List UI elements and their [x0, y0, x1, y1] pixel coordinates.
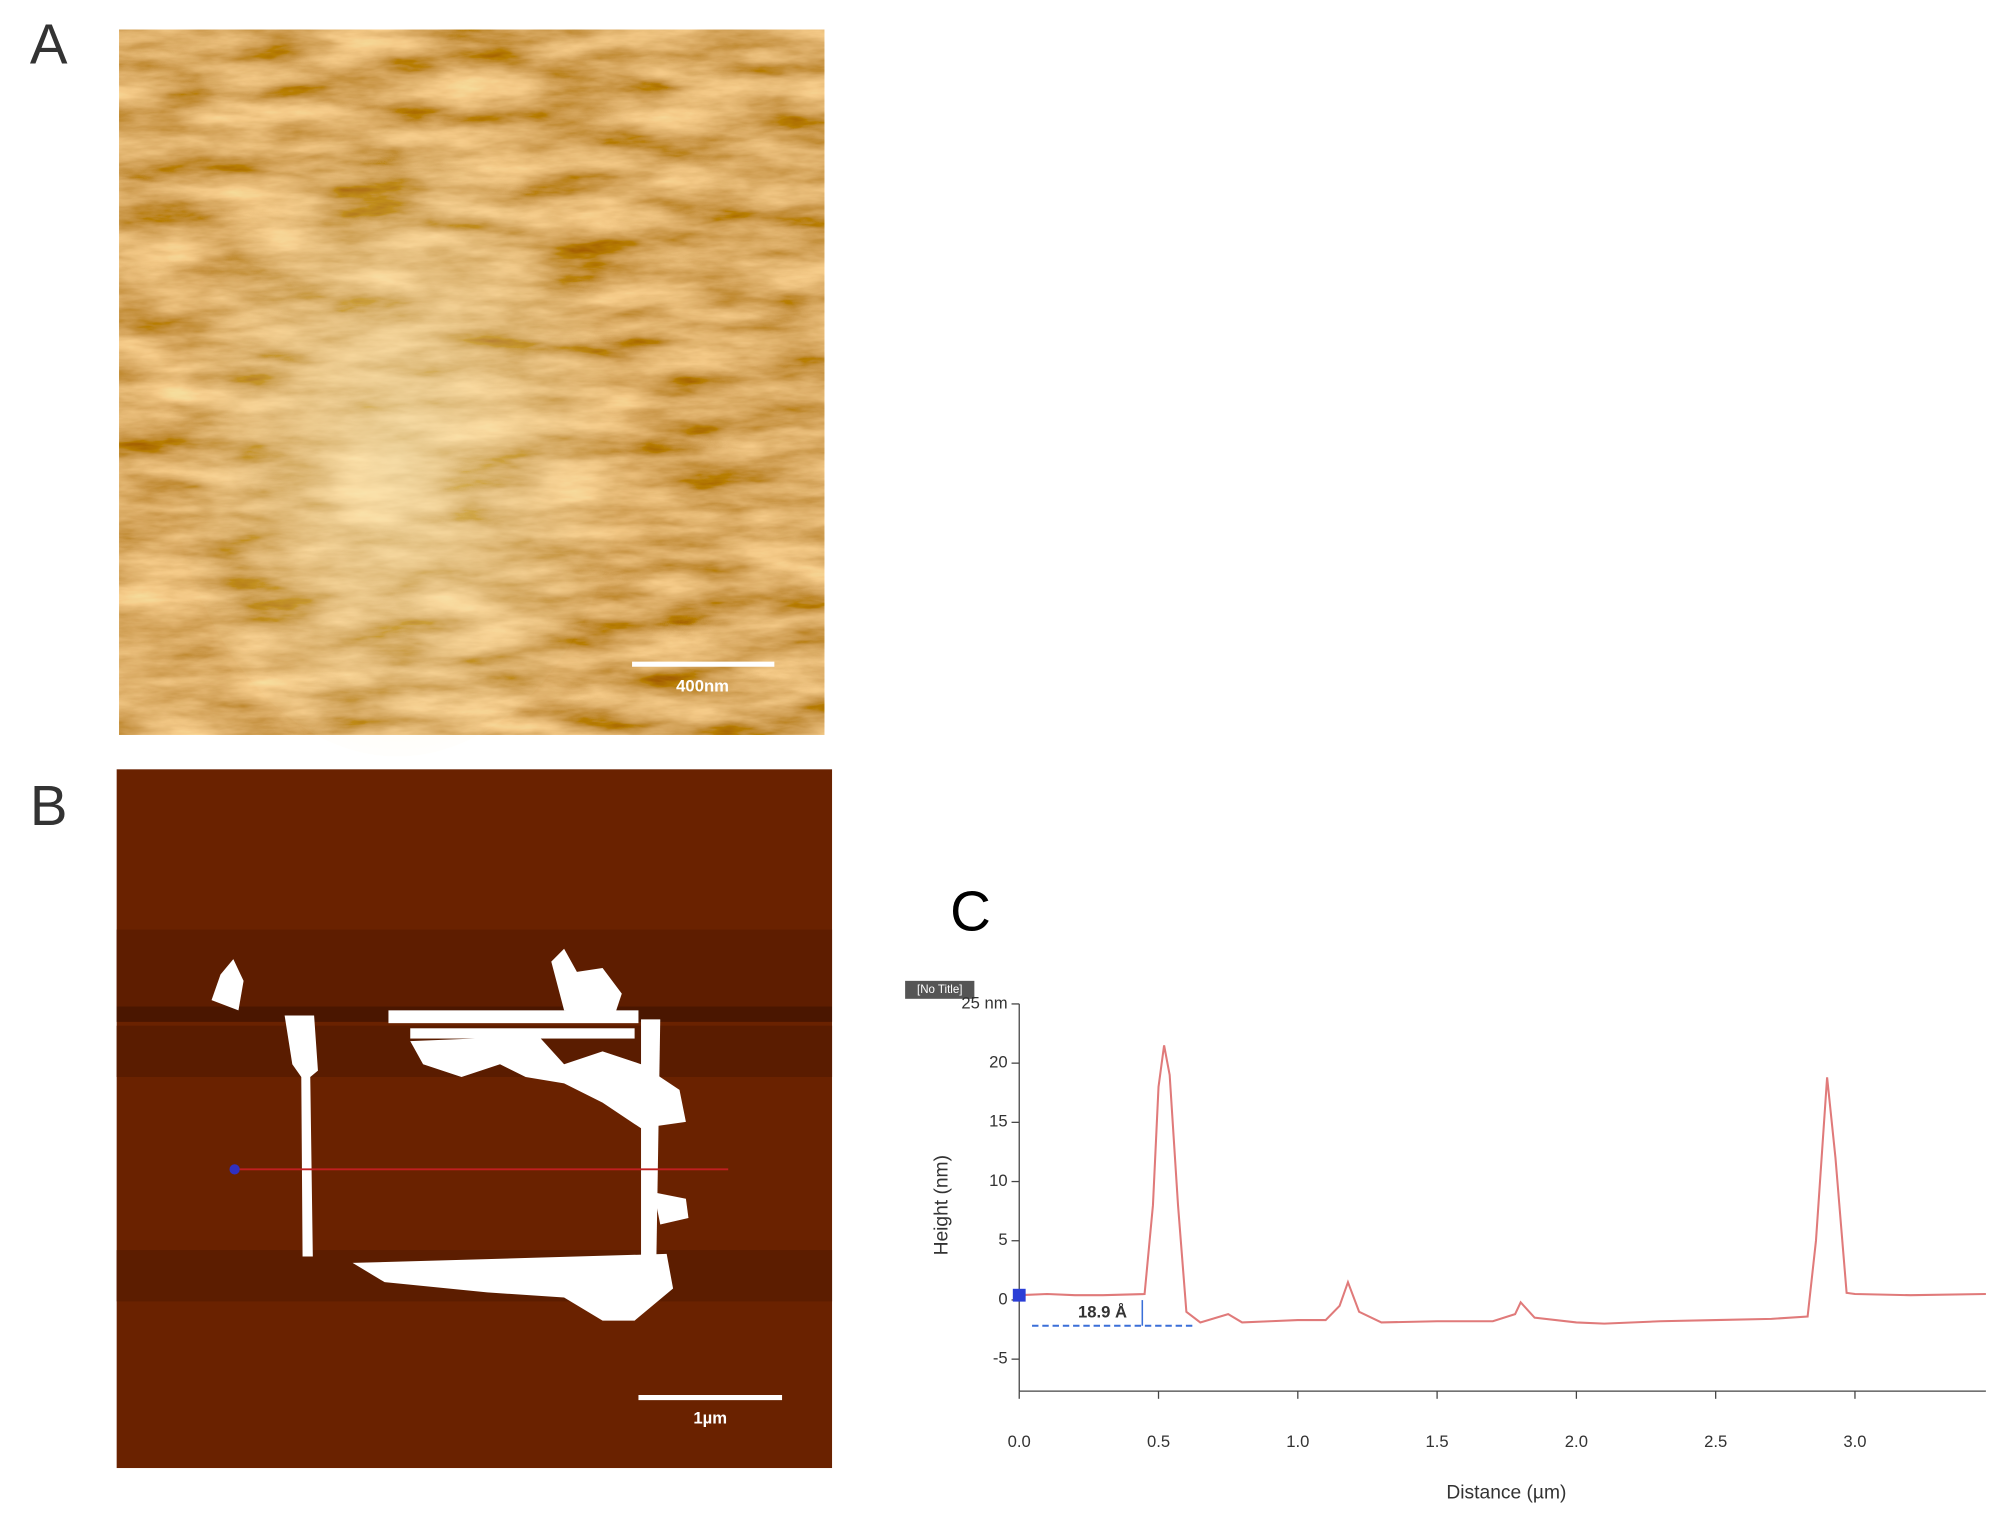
scale-bar-label: 1µm	[693, 1409, 727, 1428]
y-tick-label: 15	[989, 1112, 1008, 1131]
panel-label: C	[950, 879, 991, 942]
line	[1019, 1045, 1986, 1325]
cursor-marker	[1012, 1288, 1026, 1302]
panel-label: A	[30, 13, 68, 76]
y-axis-label: Height (nm)	[931, 1155, 952, 1255]
x-tick-label: 1.0	[1286, 1432, 1309, 1451]
y-tick-label: 5	[998, 1230, 1007, 1249]
tag: [No Title]	[917, 984, 962, 996]
x-tick-label: 2.0	[1565, 1432, 1588, 1451]
x-tick-label: 3.0	[1843, 1432, 1866, 1451]
y-tick-label: 20	[989, 1053, 1008, 1072]
x-tick-label: 0.5	[1147, 1432, 1170, 1451]
afm-highlight	[166, 89, 629, 757]
tag-box	[905, 980, 975, 999]
panel-label: B	[30, 774, 68, 837]
x-tick-label: 2.5	[1704, 1432, 1727, 1451]
afm-image	[116, 769, 833, 1469]
y-tick-label: 25 nm	[961, 993, 1007, 1012]
y-tick-label: 0	[998, 1289, 1007, 1308]
annotation: 18.9 Å	[1078, 1302, 1127, 1321]
scale-bar-label: 400nm	[676, 677, 729, 696]
x-axis-label: Distance (µm)	[1446, 1483, 1566, 1504]
y-tick-label: 10	[989, 1171, 1008, 1190]
x-tick-label: 1.5	[1426, 1432, 1449, 1451]
y-tick-label: -5	[993, 1349, 1008, 1368]
x-tick-label: 0.0	[1008, 1432, 1031, 1451]
